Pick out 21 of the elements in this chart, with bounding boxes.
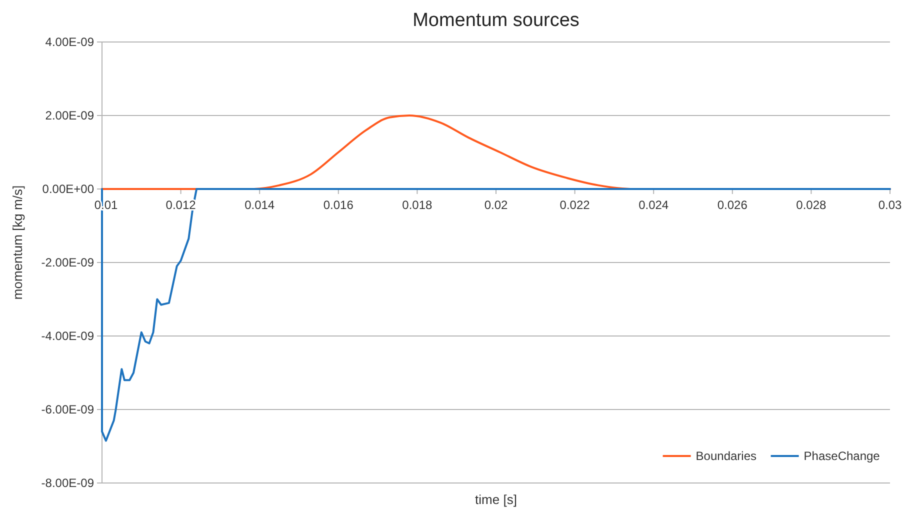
- y-tick-label: 0.00E+00: [42, 182, 94, 196]
- legend-label: Boundaries: [696, 449, 757, 464]
- chart-title: Momentum sources: [412, 10, 580, 31]
- y-tick-label: -8.00E-09: [41, 476, 94, 490]
- x-tick-label: 0.02: [484, 198, 508, 212]
- y-tick-label: -4.00E-09: [41, 329, 94, 344]
- x-tick-label: 0.018: [402, 198, 433, 212]
- x-tick-label: 0.026: [717, 198, 748, 212]
- x-tick-label: 0.03: [878, 198, 902, 212]
- x-tick-label: 0.024: [638, 198, 669, 212]
- y-tick-label: 4.00E-09: [45, 35, 94, 50]
- x-tick-label: 0.014: [244, 198, 275, 212]
- y-tick-label: -6.00E-09: [41, 402, 94, 417]
- y-tick-label: -2.00E-09: [41, 256, 94, 270]
- x-tick-label: 0.016: [323, 198, 354, 212]
- x-tick-label: 0.022: [560, 198, 590, 212]
- y-tick-label: 2.00E-09: [45, 108, 94, 123]
- x-axis-title: time [s]: [475, 492, 517, 507]
- x-tick-label: 0.028: [796, 198, 827, 212]
- y-axis-title: momentum [kg m/s]: [10, 185, 25, 300]
- legend-label: PhaseChange: [804, 449, 880, 464]
